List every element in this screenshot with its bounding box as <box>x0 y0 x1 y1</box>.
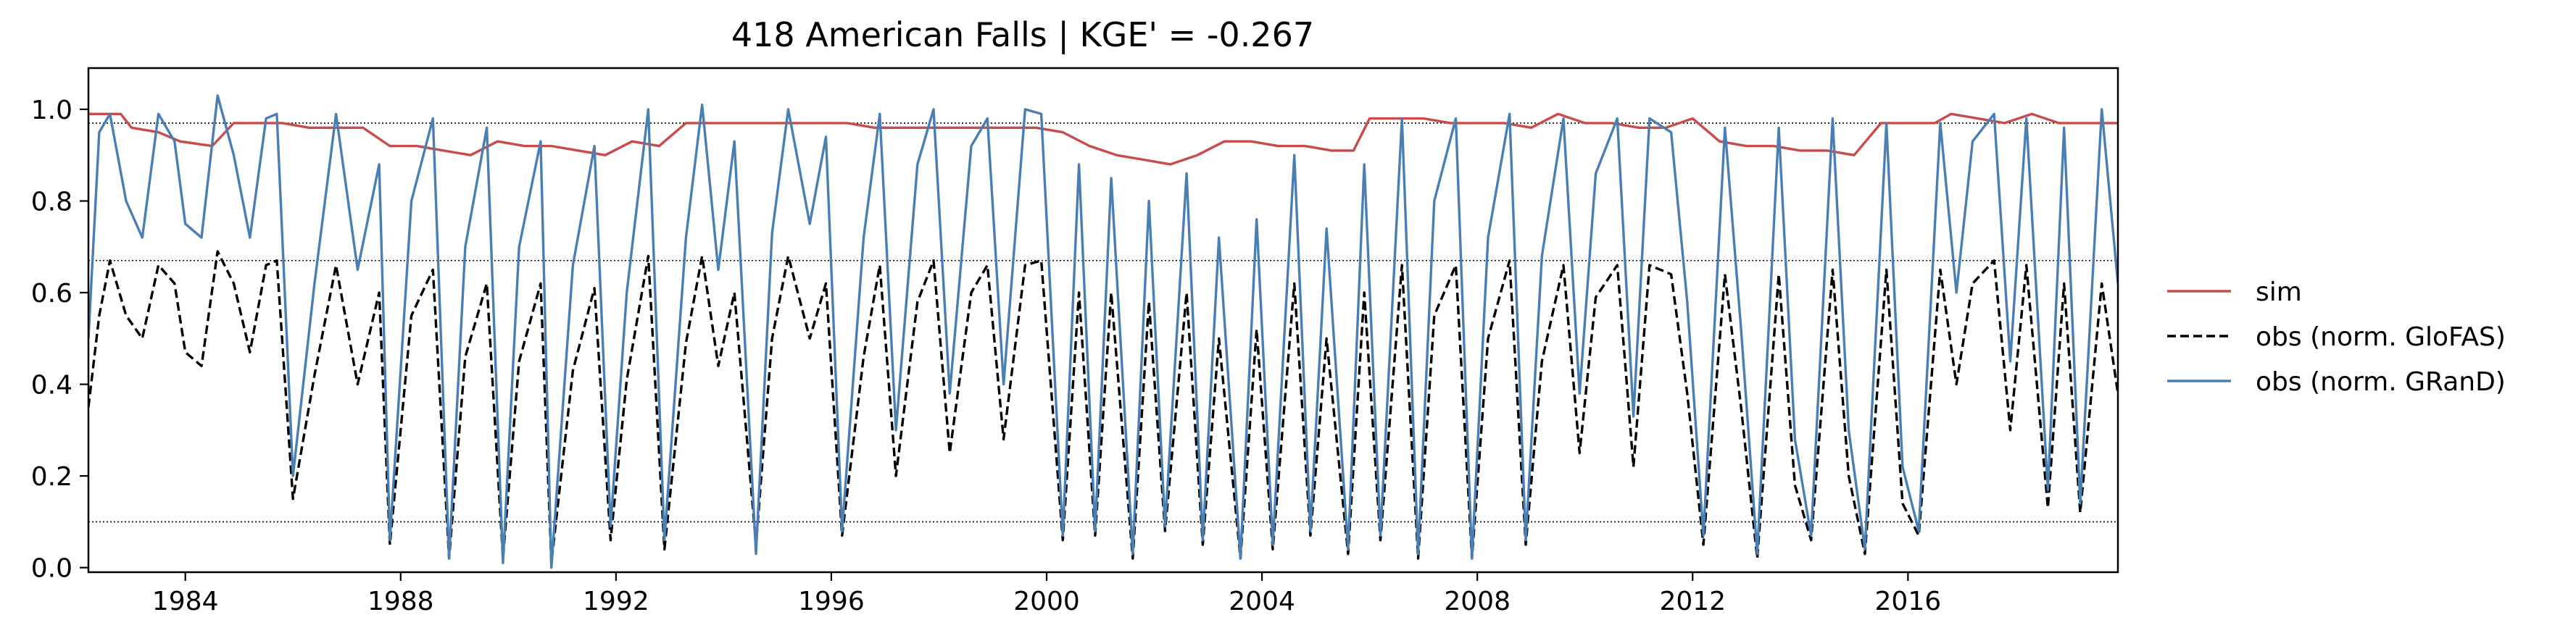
series-line-1 <box>88 250 2118 564</box>
series-line-0 <box>88 112 2118 166</box>
y-tick-label-2: 0.4 <box>31 371 72 401</box>
y-tick-label-5: 1.0 <box>31 96 72 125</box>
x-tick-label-3: 1996 <box>798 587 865 616</box>
legend-label-2: obs (norm. GRanD) <box>2256 367 2506 397</box>
legend-label-0: sim <box>2256 277 2302 307</box>
axes-frame <box>87 67 2119 574</box>
y-tick-label-3: 0.6 <box>31 279 72 309</box>
x-tick-label-6: 2008 <box>1444 587 1511 616</box>
y-tick-label-0: 0.0 <box>31 554 72 584</box>
legend-label-1: obs (norm. GloFAS) <box>2256 322 2506 352</box>
legend: sim obs (norm. GloFAS) obs (norm. GRanD) <box>2167 277 2506 397</box>
x-tick-label-1: 1988 <box>367 587 434 616</box>
series-group <box>88 94 2118 569</box>
x-tick-label-4: 2000 <box>1013 587 1080 616</box>
y-tick-label-1: 0.2 <box>31 462 72 492</box>
chart-title: 418 American Falls | KGE' = -0.267 <box>731 15 1314 55</box>
plot-area: 1984 1988 1992 1996 2000 2004 2008 2012 2016 0.0 0… <box>31 67 2119 616</box>
x-tick-label-8: 2016 <box>1875 587 1942 616</box>
series-line-2 <box>88 94 2118 569</box>
x-tick-label-0: 1984 <box>152 587 219 616</box>
y-tick-label-4: 0.8 <box>31 187 72 217</box>
x-tick-label-5: 2004 <box>1229 587 1295 616</box>
x-tick-label-2: 1992 <box>583 587 649 616</box>
x-tick-label-7: 2012 <box>1659 587 1726 616</box>
